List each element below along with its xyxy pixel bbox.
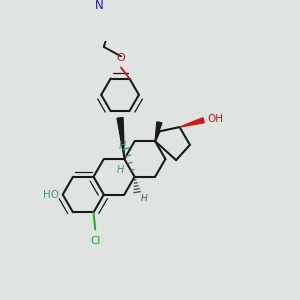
Text: Cl: Cl xyxy=(90,236,101,246)
Text: HO: HO xyxy=(43,190,59,200)
Text: H: H xyxy=(119,141,126,151)
Text: H: H xyxy=(117,165,124,175)
Polygon shape xyxy=(155,122,162,141)
Polygon shape xyxy=(180,118,204,127)
Text: OH: OH xyxy=(207,113,223,124)
Text: N: N xyxy=(95,0,104,12)
Text: O: O xyxy=(116,53,125,63)
Text: H: H xyxy=(141,194,147,203)
Polygon shape xyxy=(117,118,124,159)
